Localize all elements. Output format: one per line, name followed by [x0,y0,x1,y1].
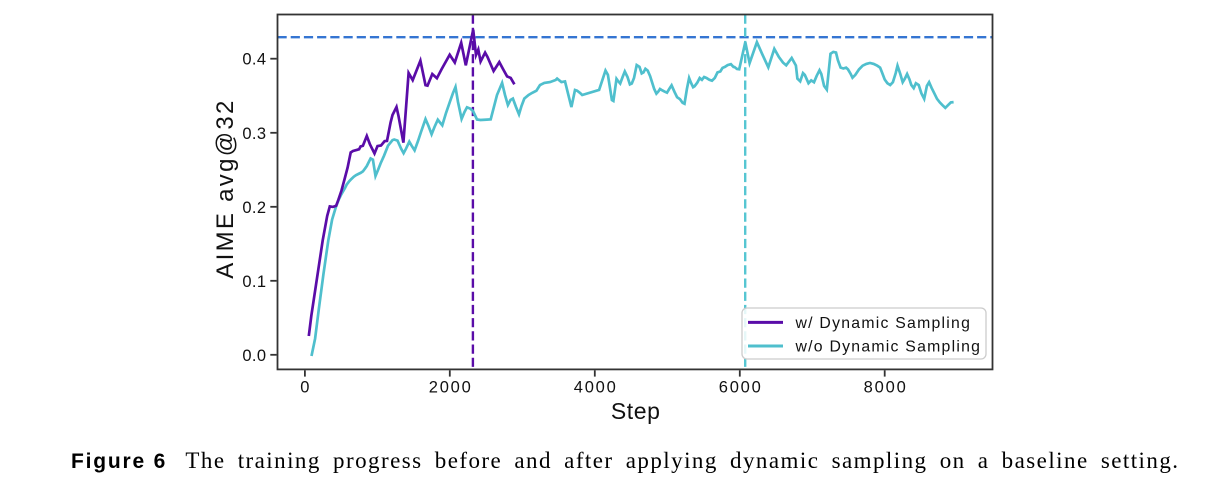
svg-text:0.0: 0.0 [242,347,266,365]
svg-text:0.1: 0.1 [242,273,266,291]
svg-text:8000: 8000 [864,379,908,397]
svg-text:0.2: 0.2 [242,199,266,217]
svg-text:2000: 2000 [429,379,473,397]
svg-text:4000: 4000 [574,379,618,397]
svg-text:AIME avg@32: AIME avg@32 [212,98,239,278]
svg-text:6000: 6000 [719,379,763,397]
svg-text:0.3: 0.3 [242,125,266,143]
svg-text:0: 0 [300,379,311,397]
svg-text:w/o Dynamic Sampling: w/o Dynamic Sampling [795,339,982,356]
svg-text:w/ Dynamic Sampling: w/ Dynamic Sampling [795,315,972,332]
svg-text:Step: Step [611,398,661,424]
svg-text:0.4: 0.4 [242,51,266,69]
